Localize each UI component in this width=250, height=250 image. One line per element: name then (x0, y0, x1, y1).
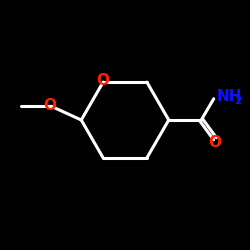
Text: O: O (208, 135, 222, 150)
Text: 2: 2 (234, 96, 242, 106)
Text: NH: NH (217, 89, 242, 104)
Text: O: O (96, 73, 110, 88)
Text: O: O (44, 98, 57, 112)
